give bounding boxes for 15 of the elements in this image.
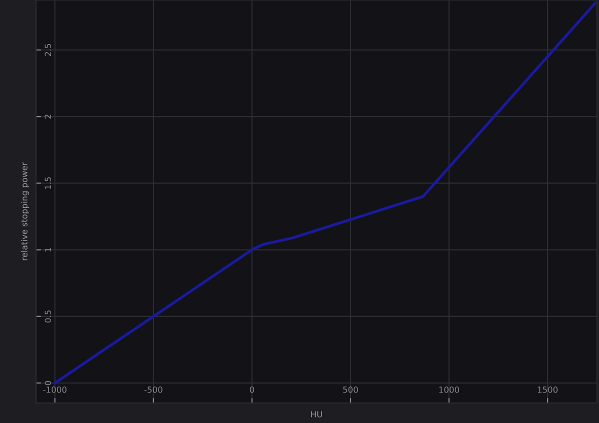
- y-tick-label: 2: [44, 114, 51, 119]
- y-tick-label: 1.5: [44, 177, 52, 189]
- y-tick-label: 1: [44, 248, 51, 252]
- y-tick-label: 2.5: [44, 44, 52, 56]
- x-axis-title: HU: [311, 411, 322, 418]
- x-tick-label: 1500: [538, 386, 558, 393]
- line-series: [54, 2, 596, 384]
- y-tick-label: 0: [44, 380, 52, 386]
- x-tick-label: 1000: [439, 386, 460, 393]
- y-axis-title: relative stopping power: [20, 162, 30, 260]
- x-tick-label: 0: [250, 386, 254, 393]
- x-tick-label: -500: [144, 386, 162, 393]
- x-tick-label: -1000: [43, 386, 66, 393]
- y-tick-label: 0.5: [44, 310, 52, 322]
- x-tick-label: 500: [343, 386, 358, 393]
